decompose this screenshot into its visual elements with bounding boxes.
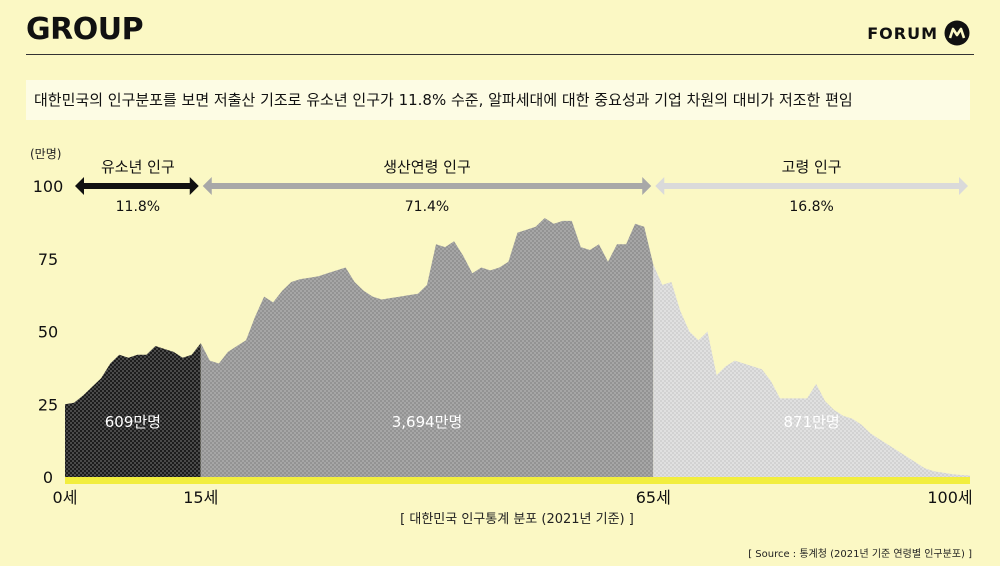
forum-logo-icon	[944, 20, 970, 46]
page-title: GROUP	[26, 12, 144, 47]
y-tick-label: 25	[38, 395, 58, 414]
group-name-label: 생산연령 인구	[383, 158, 471, 176]
group-total-label: 609만명	[105, 413, 161, 431]
source-note: [ Source : 통계청 (2021년 기준 연령별 인구분포) ]	[748, 549, 972, 560]
area-series	[65, 218, 970, 477]
y-tick-label: 50	[38, 323, 58, 342]
group-totals: 609만명 3,694만명 871만명	[105, 413, 840, 431]
area-1	[200, 218, 654, 477]
x-tick-label: 65세	[636, 488, 671, 507]
group-percent-label: 71.4%	[405, 199, 449, 215]
group-total-label: 3,694만명	[392, 413, 463, 431]
x-axis: 0세 15세 65세 100세	[53, 488, 973, 507]
group-percent-label: 16.8%	[789, 199, 833, 215]
header-divider	[26, 54, 974, 55]
x-tick-label: 15세	[183, 488, 218, 507]
brand-name: FORUM	[867, 23, 938, 43]
group-percent-label: 11.8%	[116, 199, 160, 215]
y-axis: 0 25 50 75 100	[33, 177, 64, 487]
area-0	[65, 343, 201, 477]
x-axis-label: [ 대한민국 인구통계 분포 (2021년 기준) ]	[400, 512, 634, 527]
group-total-label: 871만명	[784, 413, 840, 431]
area-2	[653, 264, 970, 477]
range-arrow	[202, 177, 652, 195]
summary-banner: 대한민국의 인구분포를 보면 저출산 기조로 유소년 인구가 11.8% 수준,…	[26, 80, 970, 120]
y-tick-label: 0	[43, 468, 53, 487]
group-labels: 유소년 인구 11.8% 생산연령 인구 71.4% 고령 인구 16.8%	[101, 158, 842, 215]
y-tick-label: 100	[33, 177, 64, 196]
y-unit-label: (만명)	[30, 147, 61, 161]
range-arrow	[75, 177, 199, 195]
y-tick-label: 75	[38, 250, 58, 269]
x-tick-label: 100세	[927, 488, 972, 507]
brand-logo: FORUM	[867, 20, 970, 46]
group-name-label: 유소년 인구	[101, 158, 175, 176]
group-arrows	[75, 177, 968, 195]
x-tick-label: 0세	[53, 488, 78, 507]
range-arrow	[655, 177, 968, 195]
group-name-label: 고령 인구	[782, 158, 842, 176]
baseline-bar	[65, 477, 970, 484]
